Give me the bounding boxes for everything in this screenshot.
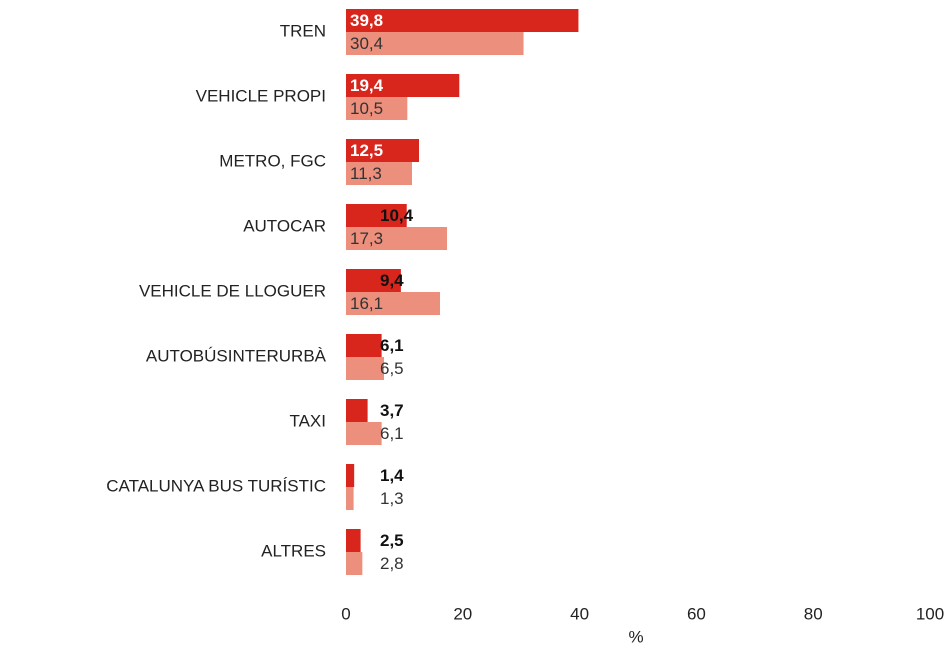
bar <box>346 422 382 445</box>
bar <box>346 529 361 552</box>
value-label: 10,5 <box>350 99 383 118</box>
bar <box>346 292 441 315</box>
bar <box>346 204 407 227</box>
bar <box>346 139 419 162</box>
value-label: 2,8 <box>380 554 404 573</box>
bar <box>346 9 579 32</box>
y-tick-label: VEHICLE PROPI <box>196 86 326 105</box>
bar <box>346 74 460 97</box>
x-tick-label: 100 <box>916 604 944 623</box>
bar <box>346 464 355 487</box>
bar <box>346 357 384 380</box>
value-label: 9,4 <box>380 271 404 290</box>
value-label: 6,1 <box>380 336 404 355</box>
y-tick-label: AUTOBÚSINTERURBÀ <box>146 346 327 365</box>
y-tick-label: METRO, FGC <box>219 151 326 170</box>
y-tick-label: TREN <box>280 21 326 40</box>
x-tick-label: 40 <box>570 604 589 623</box>
y-tick-label: TAXI <box>289 411 326 430</box>
x-tick-label: 60 <box>687 604 706 623</box>
value-label: 39,8 <box>350 11 383 30</box>
value-label: 12,5 <box>350 141 383 160</box>
value-label: 1,3 <box>380 489 404 508</box>
x-axis-label: % <box>628 627 643 646</box>
value-label: 11,3 <box>350 164 382 183</box>
bar <box>346 227 448 250</box>
value-label: 6,5 <box>380 359 404 378</box>
y-tick-label: VEHICLE DE LLOGUER <box>139 281 326 300</box>
bar <box>346 162 412 185</box>
bar <box>346 269 401 292</box>
bar <box>346 487 354 510</box>
bar <box>346 334 382 357</box>
value-label: 16,1 <box>350 294 383 313</box>
y-tick-label: CATALUNYA BUS TURÍSTIC <box>106 476 326 495</box>
y-tick-label: AUTOCAR <box>243 216 326 235</box>
x-tick-label: 20 <box>453 604 472 623</box>
y-tick-label: ALTRES <box>261 541 326 560</box>
value-label: 17,3 <box>350 229 383 248</box>
value-label: 3,7 <box>380 401 404 420</box>
x-tick-label: 80 <box>804 604 823 623</box>
value-label: 10,4 <box>380 206 414 225</box>
bar <box>346 97 408 120</box>
bar <box>346 399 368 422</box>
value-label: 30,4 <box>350 34 383 53</box>
value-label: 6,1 <box>380 424 404 443</box>
bar <box>346 552 363 575</box>
value-label: 19,4 <box>350 76 384 95</box>
value-label: 1,4 <box>380 466 404 485</box>
x-tick-label: 0 <box>341 604 350 623</box>
bar <box>346 32 524 55</box>
value-label: 2,5 <box>380 531 404 550</box>
